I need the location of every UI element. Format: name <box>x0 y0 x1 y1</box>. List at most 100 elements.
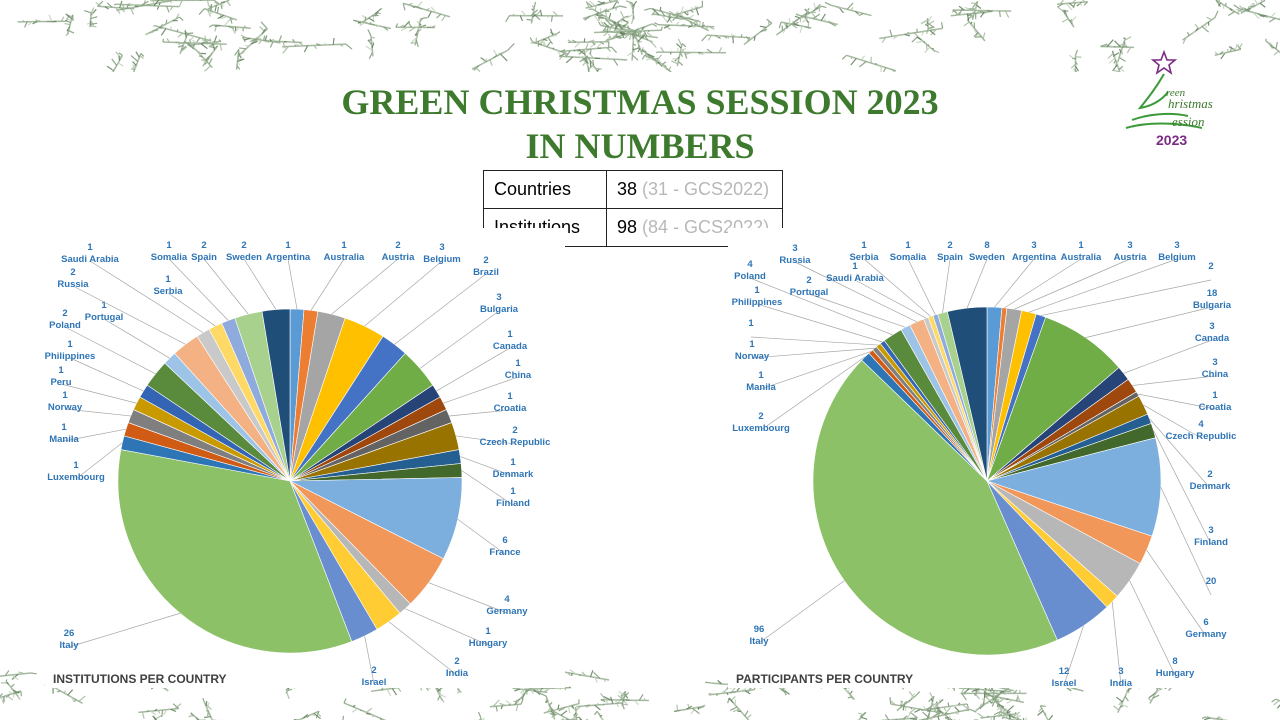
data-label-value: 2 <box>806 275 811 286</box>
pine-branch <box>202 697 221 720</box>
logo-year: 2023 <box>1156 132 1187 148</box>
pine-branch <box>651 8 685 24</box>
pine-branch <box>188 44 213 72</box>
data-label-category: Bulgaria <box>480 304 519 315</box>
data-label-category: Croatia <box>1199 402 1232 413</box>
pine-branch <box>207 0 231 13</box>
data-label-category: Australia <box>324 252 365 263</box>
data-label-value: 1 <box>515 358 521 369</box>
data-label-category: Czech Republic <box>1166 431 1237 442</box>
data-label-value: 12 <box>1059 666 1070 677</box>
leader-line <box>994 258 1035 308</box>
data-label-value: 2 <box>395 240 400 251</box>
leader-line <box>428 582 508 614</box>
pie-slice <box>986 316 1120 482</box>
pine-branch <box>395 20 436 32</box>
leader-line <box>394 273 487 345</box>
data-label-value: 1 <box>165 274 171 285</box>
data-label-value: 8 <box>984 240 989 251</box>
data-label-category: Luxembourg <box>732 423 790 434</box>
data-label-category: Hungary <box>1156 668 1195 679</box>
leader-line <box>436 347 511 392</box>
pine-branch <box>543 699 580 716</box>
pine-branch <box>361 7 382 25</box>
data-label-value: 1 <box>485 626 491 637</box>
stats-previous: (31 - GCS2022) <box>642 179 770 199</box>
pine-branch <box>1271 698 1280 709</box>
chart-title: INSTITUTIONS PER COUNTRY <box>53 672 227 686</box>
leader-line <box>461 470 514 506</box>
leader-line <box>443 376 519 404</box>
data-label-value: 1 <box>852 261 858 272</box>
pine-branch <box>567 36 612 49</box>
pine-branch <box>176 29 194 55</box>
star-icon <box>1150 49 1178 75</box>
pine-branch <box>856 711 868 720</box>
data-label-value: 2 <box>483 255 488 266</box>
pine-branch <box>889 697 941 714</box>
pine-branch <box>95 0 135 15</box>
pine-branch <box>578 717 589 720</box>
pine-garland-top <box>17 0 1280 72</box>
leader-line <box>460 456 514 477</box>
pine-branch <box>911 31 940 54</box>
data-label-value: 2 <box>201 240 206 251</box>
leader-line <box>64 326 156 375</box>
leader-line <box>1146 549 1207 637</box>
pine-branch <box>471 43 515 72</box>
pine-branch <box>1037 705 1054 720</box>
leader-line <box>808 293 906 328</box>
pine-branch <box>795 12 838 27</box>
data-label-category: Finland <box>1194 537 1228 548</box>
pine-branch <box>188 712 206 720</box>
data-label-category: Philippines <box>732 297 783 308</box>
pine-branch <box>879 22 944 43</box>
data-label-value: 1 <box>1078 240 1084 251</box>
data-label-category: Philippines <box>45 351 95 362</box>
pine-branch <box>365 29 375 59</box>
data-label-category: India <box>446 668 469 679</box>
leader-line <box>388 621 458 676</box>
pine-branch <box>152 715 162 720</box>
pine-branch <box>559 41 618 58</box>
data-label-category: Norway <box>735 351 770 362</box>
leader-line <box>751 347 875 359</box>
data-label-value: 2 <box>758 411 763 422</box>
leader-line <box>1132 375 1216 386</box>
data-label-value: 1 <box>861 240 867 251</box>
pine-branch <box>653 21 715 31</box>
leader-line <box>60 383 137 404</box>
pine-branch <box>593 710 605 720</box>
data-label-category: Sweden <box>969 252 1005 263</box>
data-label-value: 1 <box>62 390 68 401</box>
logo-text-1: reen <box>1166 87 1186 99</box>
data-label-category: Belgium <box>423 254 460 265</box>
data-label-value: 3 <box>1118 666 1123 677</box>
pine-branch <box>402 1 451 22</box>
pine-branch <box>593 24 663 39</box>
pine-branch <box>1116 36 1132 63</box>
data-label-category: Italy <box>749 636 769 647</box>
pine-branch <box>920 702 970 712</box>
pine-branch <box>150 0 220 7</box>
institutions-chart: 1 Argentina 1 Australia 2 Austria 3 Belgium 2 Bra… <box>45 228 565 688</box>
data-label-category: Spain <box>937 252 963 263</box>
title-line-1: GREEN CHRISTMAS SESSION 2023 <box>341 82 939 122</box>
leader-line <box>1129 580 1176 676</box>
data-label-category: Portugal <box>85 312 124 323</box>
pine-branch <box>991 700 1020 720</box>
leader-line <box>69 357 144 392</box>
data-label-value: 1 <box>58 365 64 376</box>
leader-line <box>89 260 204 333</box>
leader-line <box>1028 258 1178 313</box>
data-label-value: 1 <box>510 486 516 497</box>
data-label-category: Sweden <box>226 252 262 263</box>
data-label-value: 6 <box>502 535 507 546</box>
data-label-category: Somalia <box>151 252 188 263</box>
pine-branch <box>824 1 872 17</box>
data-label-category: Germany <box>486 606 528 617</box>
participants-pie: 3Argentina1Australia3Austria3Belgium218B… <box>732 240 1237 688</box>
pine-branch <box>1001 714 1028 720</box>
pine-branch <box>145 13 184 36</box>
